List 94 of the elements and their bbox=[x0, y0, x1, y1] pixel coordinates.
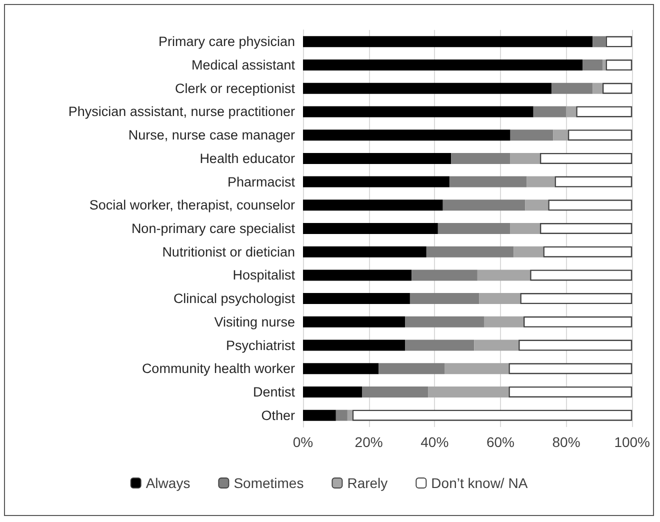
y-tick-label: Nurse, nurse case manager bbox=[128, 128, 296, 143]
bar bbox=[352, 410, 632, 421]
bar bbox=[442, 200, 526, 211]
bar bbox=[520, 293, 632, 304]
bar bbox=[405, 316, 484, 328]
bar bbox=[410, 293, 480, 304]
y-tick-label: Visiting nurse bbox=[214, 314, 295, 330]
x-tick-label: 20% bbox=[354, 434, 383, 450]
legend-label: Don’t know/ NA bbox=[431, 475, 528, 491]
bar bbox=[303, 200, 443, 211]
bar bbox=[303, 60, 583, 71]
bar bbox=[525, 200, 548, 211]
bar bbox=[303, 410, 336, 421]
y-tick-label: Hospitalist bbox=[232, 268, 296, 283]
bar bbox=[303, 246, 426, 258]
bar bbox=[426, 246, 514, 258]
x-tick-label: 40% bbox=[420, 434, 449, 450]
bar bbox=[526, 176, 555, 188]
bar bbox=[514, 246, 544, 258]
bar bbox=[303, 316, 406, 328]
bar bbox=[592, 82, 602, 94]
bar bbox=[303, 363, 379, 374]
bar bbox=[540, 223, 632, 234]
y-tick-label: Dentist bbox=[252, 384, 296, 400]
bar bbox=[566, 106, 576, 118]
bar bbox=[548, 200, 632, 211]
bar bbox=[451, 152, 510, 164]
y-tick-label: Clerk or receptionist bbox=[174, 80, 296, 96]
bar bbox=[474, 340, 519, 351]
bar bbox=[523, 316, 632, 328]
bar bbox=[303, 36, 593, 48]
legend-label: Sometimes bbox=[234, 475, 304, 491]
bar bbox=[303, 293, 410, 304]
y-tick-label: Nutritionist or dietician bbox=[162, 244, 295, 260]
bar bbox=[568, 130, 632, 141]
bar bbox=[518, 340, 632, 351]
bar bbox=[477, 270, 530, 281]
y-tick-label: Physician assistant, nurse practitioner bbox=[68, 104, 296, 120]
y-tick-label: Psychiatrist bbox=[226, 338, 296, 353]
bar bbox=[553, 130, 568, 141]
bar bbox=[303, 176, 450, 188]
bar bbox=[336, 410, 348, 421]
bar bbox=[303, 340, 406, 351]
bar bbox=[602, 82, 632, 94]
y-tick-label: Social worker, therapist, counselor bbox=[89, 198, 296, 213]
bar bbox=[602, 60, 606, 71]
bar bbox=[508, 386, 632, 398]
bar bbox=[554, 176, 632, 188]
y-tick-label: Non-primary care specialist bbox=[131, 221, 296, 236]
bar bbox=[540, 152, 632, 164]
bar bbox=[606, 36, 632, 48]
bar bbox=[362, 386, 428, 398]
x-tick-label: 80% bbox=[552, 434, 580, 450]
bar bbox=[582, 60, 602, 71]
bar bbox=[543, 246, 632, 258]
bar bbox=[444, 363, 509, 374]
y-tick-label: Clinical psychologist bbox=[173, 291, 296, 306]
bar bbox=[484, 316, 524, 328]
bar bbox=[606, 60, 632, 71]
bar bbox=[303, 386, 362, 398]
bar bbox=[303, 130, 510, 141]
bar bbox=[576, 106, 632, 118]
bar bbox=[303, 152, 452, 164]
x-tick-label: 100% bbox=[614, 434, 650, 450]
bar bbox=[530, 270, 632, 281]
bar bbox=[508, 363, 632, 374]
bar bbox=[510, 130, 554, 141]
bar bbox=[405, 340, 474, 351]
bar bbox=[412, 270, 478, 281]
bar bbox=[303, 106, 534, 118]
bar bbox=[303, 82, 552, 94]
bar bbox=[303, 270, 412, 281]
legend-label: Rarely bbox=[347, 475, 388, 491]
bar bbox=[533, 106, 566, 118]
y-tick-label: Pharmacist bbox=[227, 174, 296, 190]
x-tick-label: 0% bbox=[292, 434, 314, 450]
y-tick-label: Health educator bbox=[200, 150, 296, 166]
bar bbox=[428, 386, 509, 398]
bar bbox=[479, 293, 520, 304]
bar bbox=[378, 363, 445, 374]
x-tick-label: 60% bbox=[486, 434, 514, 450]
y-tick-label: Community health worker bbox=[142, 361, 296, 376]
bar bbox=[510, 152, 540, 164]
bar bbox=[449, 176, 527, 188]
bar bbox=[438, 223, 510, 234]
bar bbox=[347, 410, 352, 421]
bar bbox=[303, 223, 438, 234]
y-tick-label: Other bbox=[261, 408, 296, 423]
y-tick-label: Medical assistant bbox=[191, 58, 296, 73]
bar bbox=[551, 82, 593, 94]
bar bbox=[592, 36, 606, 48]
bar bbox=[510, 223, 540, 234]
y-tick-label: Primary care physician bbox=[158, 34, 295, 50]
legend-label: Always bbox=[146, 475, 190, 491]
